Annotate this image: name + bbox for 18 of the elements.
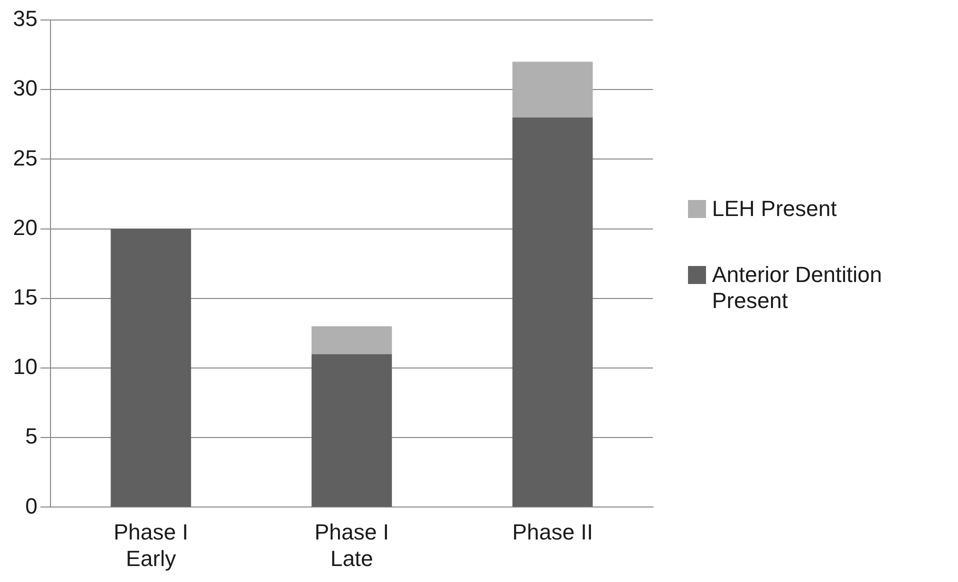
bar (110, 228, 192, 507)
bar (312, 354, 392, 507)
y-tick-label: 20 (12, 214, 38, 240)
x-tick-label: Phase I Early (114, 519, 188, 571)
legend-label: Anterior Dentition Present (712, 262, 883, 314)
y-tick-label: 25 (12, 145, 38, 170)
y-tick-label: 10 (12, 354, 38, 380)
y-tick-label: 0 (25, 493, 38, 518)
bar (512, 117, 593, 507)
y-tick-label: 15 (12, 284, 38, 310)
x-tick-label: Phase II (512, 519, 593, 544)
bar (312, 326, 392, 354)
y-tick-label: 35 (12, 6, 38, 32)
legend-label: LEH Present (712, 196, 837, 222)
y-tick-label: 5 (25, 424, 38, 449)
bar (512, 62, 593, 118)
x-tick-label: Phase I Late (314, 519, 390, 571)
y-tick-label: 30 (12, 76, 38, 101)
